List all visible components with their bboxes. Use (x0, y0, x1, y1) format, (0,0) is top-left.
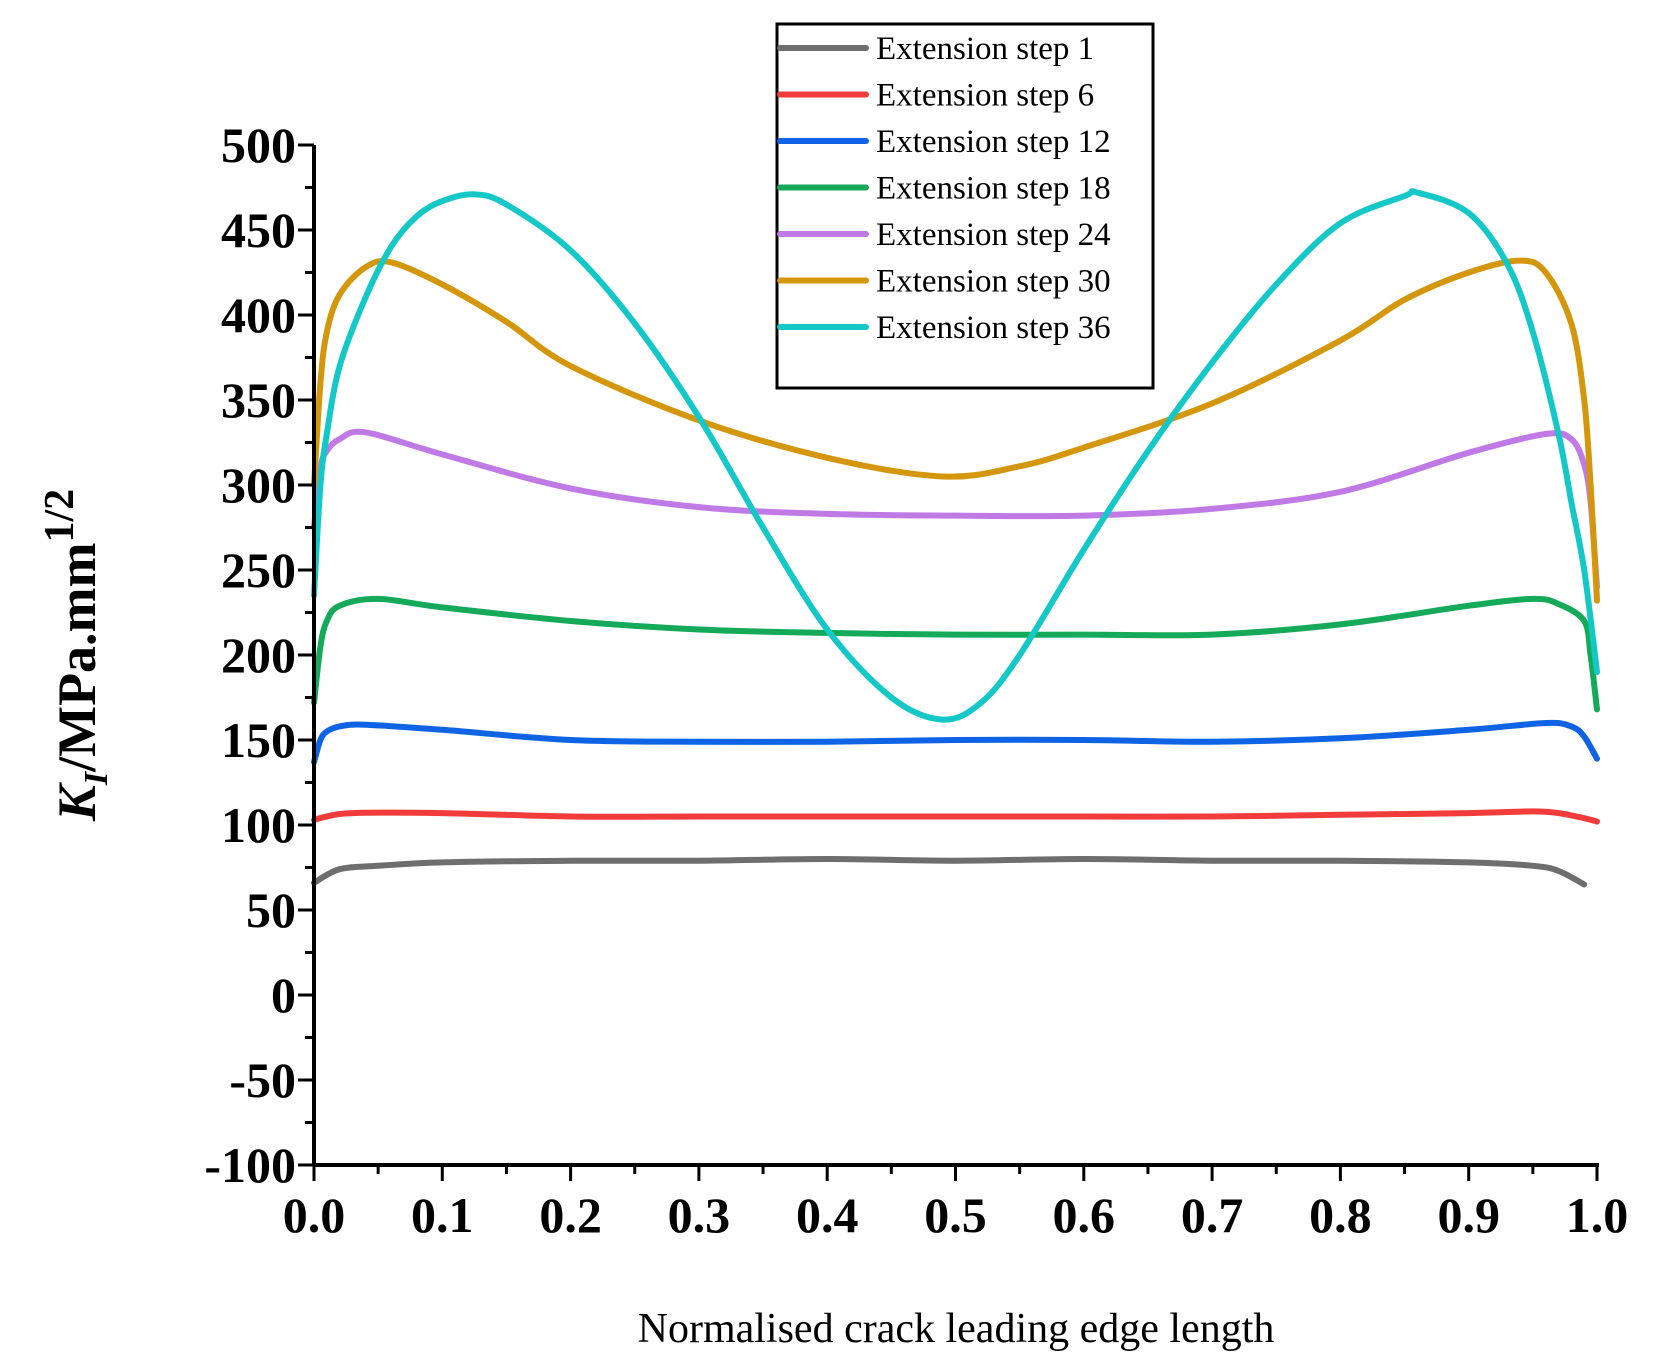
y-tick-label: -50 (229, 1052, 296, 1108)
y-tick-label: 150 (221, 712, 296, 768)
y-ticks: -100 -50 0 50 100 150 200 250 300 350 400 450 500 (204, 117, 314, 1193)
legend-items: Extension step 1 Extension step 6 Extensio… (777, 31, 1111, 346)
legend-label: Extension step 18 (876, 171, 1111, 207)
y-tick-label: 250 (221, 542, 296, 598)
y-tick-label: 500 (221, 117, 296, 173)
x-tick-label: 0.4 (796, 1187, 859, 1243)
legend-label: Extension step 24 (876, 217, 1111, 253)
svg-text:KI/MPa.mm1/2: KI/MPa.mm1/2 (37, 489, 115, 822)
x-tick-label: 1.0 (1566, 1187, 1629, 1243)
legend-label: Extension step 12 (876, 124, 1111, 160)
x-tick-label: 0.6 (1053, 1187, 1116, 1243)
series-layer (311, 188, 1600, 888)
x-tick-label: 0.5 (924, 1187, 987, 1243)
y-tick-label: 350 (221, 372, 296, 428)
legend-label: Extension step 6 (876, 78, 1094, 114)
y-tick-label: 450 (221, 202, 296, 258)
x-axis-title: Normalised crack leading edge length (638, 1306, 1275, 1352)
series-line-3 (311, 719, 1600, 766)
x-tick-label: 0.8 (1309, 1187, 1372, 1243)
x-tick-label: 0.3 (668, 1187, 731, 1243)
y-tick-label: -100 (204, 1137, 296, 1193)
x-tick-label: 0.2 (539, 1187, 602, 1243)
x-tick-label: 0.7 (1181, 1187, 1244, 1243)
y-tick-label: 200 (221, 627, 296, 683)
y-tick-label: 100 (221, 797, 296, 853)
legend-label: Extension step 30 (876, 264, 1111, 300)
y-axis-title-unit: /MPa.mm (47, 542, 107, 772)
series-line-6 (311, 257, 1600, 604)
y-tick-label: 300 (221, 457, 296, 513)
x-tick-label: 0.0 (283, 1187, 346, 1243)
series-line-1 (311, 856, 1588, 888)
series-line-7 (311, 188, 1600, 723)
y-axis-title-main: K (47, 781, 107, 822)
y-axis-title: KI/MPa.mm1/2 (37, 489, 115, 822)
series-line-2 (311, 808, 1600, 825)
legend-label: Extension step 36 (876, 310, 1111, 346)
y-axis-title-subscript: I (78, 770, 115, 786)
y-tick-label: 50 (246, 882, 296, 938)
x-tick-label: 0.1 (411, 1187, 474, 1243)
x-ticks: 0.0 0.1 0.2 0.3 0.4 0.5 0.6 0.7 0.8 0.9 1.0 (283, 1165, 1629, 1243)
x-tick-label: 0.9 (1437, 1187, 1500, 1243)
y-tick-label: 0 (271, 967, 296, 1023)
series-line-4 (311, 595, 1600, 713)
series-line-5 (311, 428, 1600, 590)
legend: Extension step 1 Extension step 6 Extensio… (775, 22, 1155, 390)
legend-label: Extension step 1 (876, 31, 1094, 67)
y-tick-label: 400 (221, 287, 296, 343)
y-axis-title-superscript: 1/2 (37, 489, 83, 543)
